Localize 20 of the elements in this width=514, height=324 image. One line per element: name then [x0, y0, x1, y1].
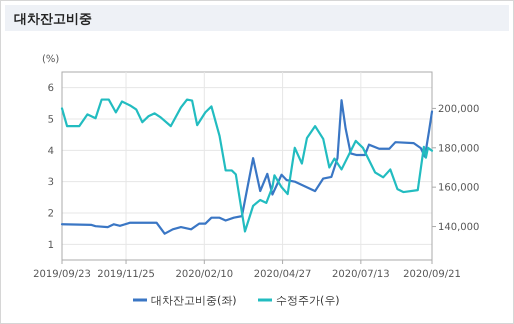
y-tick-label: 1 [48, 240, 54, 251]
legend-label: 대차잔고비중(좌) [151, 294, 237, 307]
y-axis-title: (%) [42, 54, 60, 65]
y-tick-label: 4 [48, 146, 54, 157]
y-tick-label: 5 [48, 114, 54, 126]
y-tick-label: 3 [48, 177, 54, 188]
y2-tick-label: 160,000 [438, 182, 480, 194]
y2-tick-label: 180,000 [438, 143, 480, 154]
chart-title: 대차잔고비중 [14, 12, 92, 27]
x-tick-label: 2019/09/23 [33, 269, 91, 280]
x-tick-label: 2019/11/25 [97, 269, 155, 280]
x-tick-label: 2020/07/13 [332, 269, 390, 280]
x-tick-label: 2020/04/27 [254, 269, 312, 280]
x-tick-label: 2020/09/21 [403, 269, 461, 280]
x-tick-label: 2020/02/10 [175, 269, 234, 280]
y2-tick-label: 200,000 [438, 104, 480, 115]
y2-tick-label: 140,000 [438, 222, 480, 234]
legend-label: 수정주가(우) [276, 294, 340, 307]
y-tick-label: 6 [48, 83, 54, 94]
y-tick-label: 2 [48, 208, 54, 220]
